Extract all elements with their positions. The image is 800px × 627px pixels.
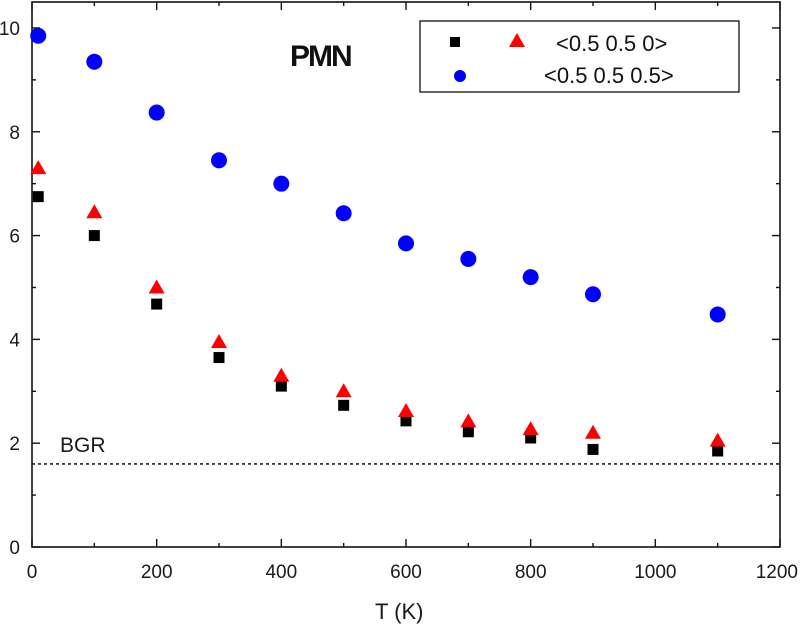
square-point bbox=[32, 191, 44, 203]
x-tick-label: 800 bbox=[515, 562, 547, 583]
legend-triangle-marker bbox=[509, 33, 525, 47]
axis-ticks bbox=[31, 2, 781, 548]
y-tick-label: 6 bbox=[9, 227, 20, 248]
triangle-point bbox=[148, 279, 165, 294]
circle-point bbox=[273, 175, 290, 192]
x-tick-label: 1000 bbox=[634, 562, 676, 583]
circle-point bbox=[398, 235, 414, 252]
square-point bbox=[275, 380, 287, 392]
circle-point bbox=[148, 104, 165, 121]
triangle-point bbox=[211, 333, 227, 348]
triangle-point bbox=[398, 403, 414, 418]
square-point bbox=[88, 230, 100, 242]
x-tick-label: 200 bbox=[141, 562, 173, 583]
circle-point bbox=[211, 152, 227, 169]
square-point bbox=[712, 445, 724, 457]
x-tick-labels: 0 200 400 600 800 1000 1200 bbox=[27, 562, 798, 583]
legend-box bbox=[419, 20, 740, 93]
y-tick-label: 4 bbox=[9, 330, 20, 351]
data-markers bbox=[30, 27, 726, 457]
square-point bbox=[338, 399, 350, 411]
square-point bbox=[525, 432, 537, 444]
circle-point bbox=[522, 269, 539, 286]
x-tick-label: 400 bbox=[265, 562, 297, 583]
triangle-point bbox=[30, 160, 47, 175]
square-point bbox=[151, 298, 163, 310]
y-tick-label: 0 bbox=[9, 538, 20, 559]
circle-point bbox=[585, 286, 601, 303]
square-point bbox=[400, 415, 412, 427]
circle-point bbox=[30, 27, 47, 44]
triangle-point bbox=[335, 383, 352, 398]
x-tick-label: 1200 bbox=[756, 562, 798, 583]
legend: <0.5 0.5 0> <0.5 0.5 0.5> bbox=[419, 20, 740, 93]
triangle-point bbox=[585, 424, 601, 439]
triangle-point bbox=[709, 432, 726, 447]
legend-square-marker bbox=[450, 37, 460, 47]
circle-point bbox=[460, 250, 477, 267]
bgr-label: BGR bbox=[60, 434, 106, 457]
y-tick-label: 2 bbox=[9, 434, 20, 455]
square-point bbox=[213, 352, 225, 364]
legend-label-0.5-0.5-0: <0.5 0.5 0> bbox=[556, 31, 667, 56]
x-tick-label: 600 bbox=[390, 562, 422, 583]
circle-point bbox=[86, 53, 103, 70]
triangle-point bbox=[522, 421, 539, 436]
circle-point bbox=[709, 306, 726, 323]
triangle-point bbox=[86, 204, 103, 219]
triangle-point bbox=[273, 367, 290, 382]
circle-point bbox=[335, 205, 352, 222]
triangle-point bbox=[460, 413, 477, 428]
y-tick-label: 8 bbox=[9, 123, 20, 144]
square-point bbox=[462, 426, 474, 438]
square-point bbox=[587, 443, 599, 455]
y-tick-labels: 0 2 4 6 8 10 bbox=[0, 19, 20, 559]
chart-title: PMN bbox=[290, 40, 351, 73]
x-tick-label: 0 bbox=[27, 562, 38, 583]
y-tick-label: 10 bbox=[0, 19, 20, 40]
legend-circle-marker bbox=[454, 70, 466, 82]
legend-label-0.5-0.5-0.5: <0.5 0.5 0.5> bbox=[544, 63, 674, 88]
x-axis-title: T (K) bbox=[375, 599, 423, 624]
